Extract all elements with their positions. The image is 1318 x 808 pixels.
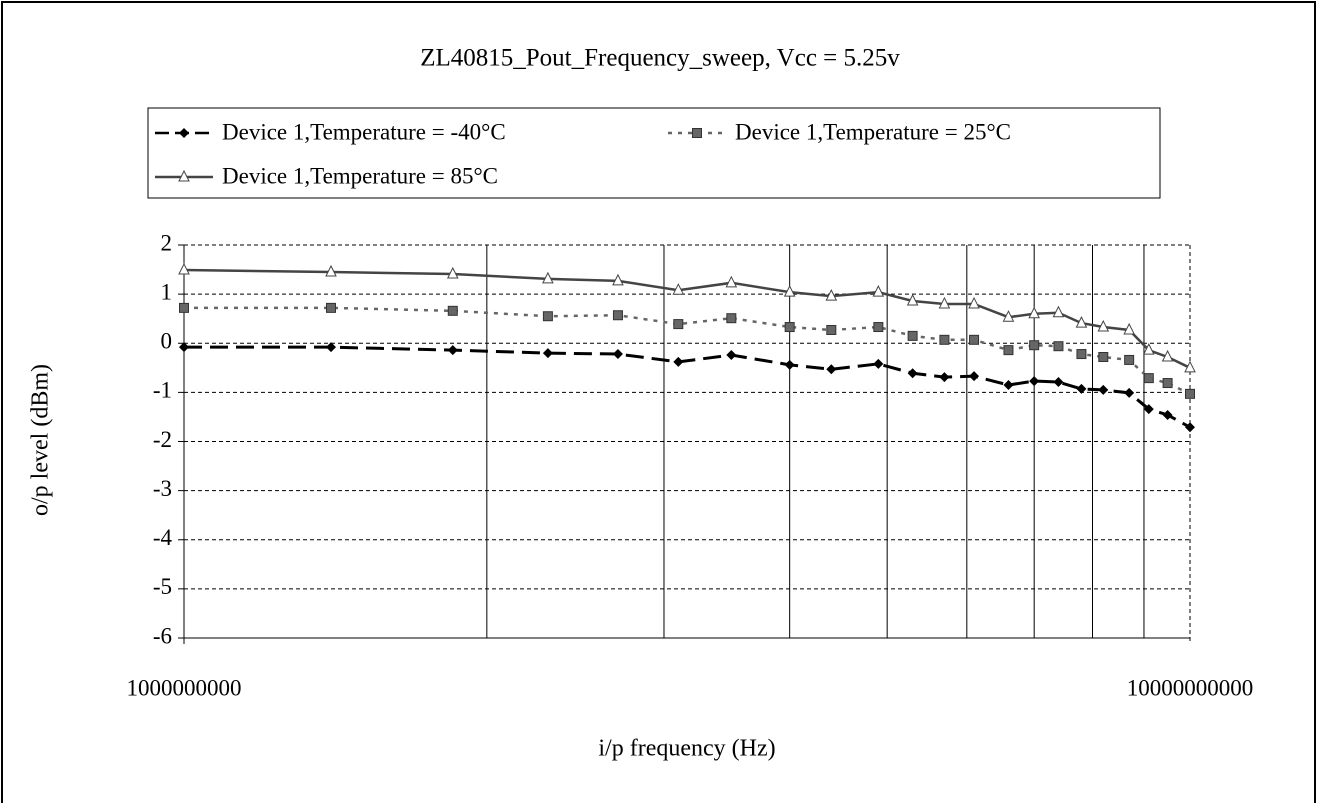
marker [612, 310, 623, 321]
marker [1053, 341, 1064, 352]
marker [1143, 404, 1154, 415]
marker [1162, 378, 1173, 389]
series-line [183, 268, 1191, 369]
marker [447, 305, 458, 316]
marker [938, 296, 951, 309]
marker [542, 311, 553, 322]
marker [326, 302, 337, 313]
legend-box [147, 107, 1161, 199]
y-tick-label: -6 [153, 623, 172, 648]
legend-label: Device 1,Temperature = 85°C [222, 163, 498, 188]
x-tick-label: 1000000000 [127, 675, 242, 700]
marker [612, 349, 623, 360]
marker [178, 262, 190, 275]
x-axis-label: i/p frequency (Hz) [598, 736, 775, 762]
marker [1161, 349, 1174, 362]
legend-label: Device 1,Temperature = 25°C [735, 119, 1011, 144]
x-tick-label: 10000000000 [1127, 675, 1254, 700]
marker [1097, 319, 1110, 332]
marker [179, 342, 189, 353]
marker [1185, 422, 1195, 433]
marker [673, 356, 684, 367]
marker [726, 313, 737, 324]
marker [1123, 322, 1135, 335]
y-tick-label: -3 [153, 476, 172, 501]
marker [726, 350, 737, 361]
marker [1185, 388, 1195, 399]
marker [612, 273, 624, 286]
legend-marker [692, 128, 702, 138]
marker [1124, 387, 1135, 398]
marker [179, 302, 189, 313]
marker [1124, 354, 1135, 365]
marker [826, 324, 837, 335]
marker [725, 275, 738, 288]
marker [1098, 352, 1109, 363]
y-tick-label: -2 [153, 427, 172, 452]
marker [1053, 377, 1064, 388]
marker [446, 266, 459, 279]
marker [907, 368, 918, 379]
y-tick-label: -4 [153, 525, 173, 550]
y-tick-label: 1 [161, 279, 173, 304]
marker [1076, 349, 1087, 360]
marker [907, 330, 918, 341]
marker [968, 296, 980, 309]
marker [326, 342, 337, 353]
marker [784, 322, 795, 333]
marker [1029, 340, 1040, 351]
y-axis-label: o/p level (dBm) [28, 364, 54, 516]
marker [673, 319, 684, 330]
marker [672, 283, 685, 295]
marker [542, 348, 553, 359]
marker [1076, 383, 1087, 394]
marker [1142, 343, 1155, 355]
marker [939, 372, 950, 383]
marker [783, 285, 796, 297]
marker [939, 334, 950, 345]
marker [906, 293, 919, 306]
marker [1028, 306, 1040, 319]
chart-title: ZL40815_Pout_Frequency_sweep, Vcc = 5.25… [420, 45, 900, 72]
marker [873, 322, 884, 333]
marker [1003, 345, 1014, 356]
legend-marker [179, 128, 189, 138]
marker [969, 334, 980, 345]
legend-label: Device 1,Temperature = -40°C [222, 119, 506, 144]
legend-marker [178, 169, 190, 182]
marker [969, 371, 980, 382]
marker [872, 285, 885, 297]
marker [1075, 315, 1088, 328]
marker [1052, 305, 1065, 318]
y-tick-label: 0 [161, 329, 173, 354]
marker [1002, 310, 1015, 322]
marker [1098, 384, 1109, 395]
marker [825, 288, 838, 301]
y-tick-label: -1 [153, 378, 172, 403]
marker [1184, 360, 1196, 373]
marker [447, 345, 458, 356]
marker [1143, 373, 1154, 384]
marker [1029, 376, 1040, 387]
marker [1003, 380, 1014, 391]
marker [1162, 409, 1173, 420]
y-tick-label: -5 [153, 574, 172, 599]
marker [784, 359, 795, 370]
marker [542, 271, 554, 284]
marker [873, 358, 884, 369]
marker [325, 264, 337, 277]
y-tick-label: 2 [161, 230, 173, 255]
marker [826, 364, 837, 375]
series-line [184, 345, 1191, 429]
